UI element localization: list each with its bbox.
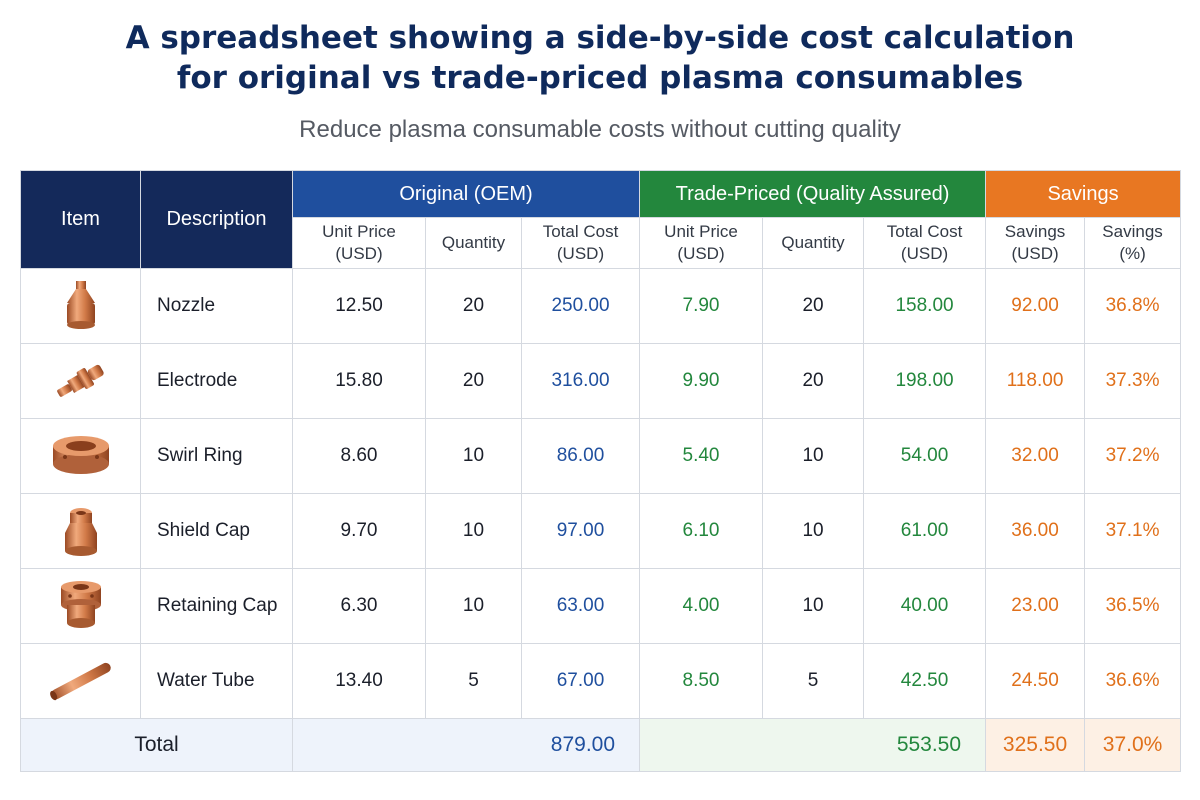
table-row: Water Tube 13.40 5 67.00 8.50 5 42.50 24… (20, 643, 1182, 719)
row-description: Swirl Ring (140, 418, 293, 494)
trade-quantity: 10 (762, 493, 865, 569)
trade-unit-price: 5.40 (639, 418, 764, 494)
trade-unit-price: 9.90 (639, 343, 764, 419)
oem-unit-price: 15.80 (292, 343, 426, 419)
savings-usd: 92.00 (985, 268, 1086, 344)
header-oem-unit-price: Unit Price (USD) (292, 217, 426, 269)
header-description: Description (140, 170, 293, 269)
oem-total-cost: 97.00 (520, 493, 641, 569)
title-line-2: for original vs trade-priced plasma cons… (176, 60, 1024, 96)
page-title: A spreadsheet showing a side-by-side cos… (0, 18, 1200, 98)
oem-total-cost: 86.00 (520, 418, 641, 494)
item-image (20, 568, 141, 644)
savings-pct: 36.6% (1084, 643, 1182, 719)
title-line-1: A spreadsheet showing a side-by-side cos… (125, 20, 1075, 56)
item-image (20, 418, 141, 494)
oem-unit-price: 6.30 (292, 568, 426, 644)
trade-unit-price: 8.50 (639, 643, 764, 719)
trade-quantity: 20 (762, 268, 865, 344)
table-row: Swirl Ring 8.60 10 86.00 5.40 10 54.00 3… (20, 418, 1182, 494)
row-description: Retaining Cap (140, 568, 293, 644)
item-image (20, 643, 141, 719)
trade-quantity: 20 (762, 343, 865, 419)
savings-pct: 36.8% (1084, 268, 1182, 344)
row-description: Shield Cap (140, 493, 293, 569)
trade-quantity: 10 (762, 418, 865, 494)
totals-oem-cost: 879.00 (291, 718, 641, 772)
totals-savings-usd: 325.50 (985, 718, 1086, 772)
header-oem-quantity: Quantity (425, 217, 522, 269)
item-image (20, 268, 141, 344)
swirl-ring-icon (52, 436, 109, 474)
cost-comparison-table: Item Description Original (OEM) Trade-Pr… (20, 170, 1182, 772)
totals-label: Total (20, 718, 293, 772)
item-image (20, 343, 141, 419)
oem-unit-price: 13.40 (292, 643, 426, 719)
trade-total-cost: 54.00 (863, 418, 987, 494)
header-trade-unit-price: Unit Price (USD) (639, 217, 764, 269)
trade-total-cost: 158.00 (863, 268, 987, 344)
trade-total-cost: 40.00 (863, 568, 987, 644)
table-row: Electrode 15.80 20 316.00 9.90 20 198.00… (20, 343, 1182, 419)
row-description: Nozzle (140, 268, 293, 344)
totals-trade-cost: 553.50 (639, 718, 987, 772)
trade-unit-price: 4.00 (639, 568, 764, 644)
table-row: Retaining Cap 6.30 10 63.00 4.00 10 40.0… (20, 568, 1182, 644)
header-item: Item (20, 170, 141, 269)
oem-quantity: 20 (425, 268, 522, 344)
savings-pct: 37.2% (1084, 418, 1182, 494)
savings-usd: 32.00 (985, 418, 1086, 494)
trade-unit-price: 6.10 (639, 493, 764, 569)
oem-quantity: 10 (425, 493, 522, 569)
header-trade-total-cost: Total Cost (USD) (863, 217, 987, 269)
oem-quantity: 20 (425, 343, 522, 419)
header-savings-pct: Savings (%) (1084, 217, 1182, 269)
trade-unit-price: 7.90 (639, 268, 764, 344)
savings-pct: 37.1% (1084, 493, 1182, 569)
trade-total-cost: 61.00 (863, 493, 987, 569)
oem-total-cost: 63.00 (520, 568, 641, 644)
electrode-icon (56, 364, 104, 397)
row-description: Electrode (140, 343, 293, 419)
header-group-trade: Trade-Priced (Quality Assured) (639, 170, 987, 218)
header-trade-quantity: Quantity (762, 217, 865, 269)
totals-row: Total 879.00 553.50 325.50 37.0% (20, 718, 1182, 772)
savings-usd: 24.50 (985, 643, 1086, 719)
header-group-oem: Original (OEM) (291, 170, 641, 218)
oem-total-cost: 316.00 (520, 343, 641, 419)
oem-quantity: 10 (425, 568, 522, 644)
savings-usd: 118.00 (985, 343, 1086, 419)
trade-quantity: 10 (762, 568, 865, 644)
oem-unit-price: 8.60 (292, 418, 426, 494)
totals-savings-pct: 37.0% (1084, 718, 1182, 772)
table-row: Nozzle 12.50 20 250.00 7.90 20 158.00 92… (20, 268, 1182, 344)
trade-total-cost: 198.00 (863, 343, 987, 419)
oem-unit-price: 9.70 (292, 493, 426, 569)
page-subtitle: Reduce plasma consumable costs without c… (299, 116, 901, 143)
trade-total-cost: 42.50 (863, 643, 987, 719)
savings-usd: 23.00 (985, 568, 1086, 644)
savings-usd: 36.00 (985, 493, 1086, 569)
oem-unit-price: 12.50 (292, 268, 426, 344)
nozzle-icon (66, 281, 95, 329)
header-savings-usd: Savings (USD) (985, 217, 1086, 269)
savings-pct: 36.5% (1084, 568, 1182, 644)
row-description: Water Tube (140, 643, 293, 719)
savings-pct: 37.3% (1084, 343, 1182, 419)
retaining-cap-icon (60, 581, 101, 628)
oem-quantity: 10 (425, 418, 522, 494)
water-tube-icon (49, 662, 111, 701)
header-oem-total-cost: Total Cost (USD) (520, 217, 641, 269)
oem-quantity: 5 (425, 643, 522, 719)
shield-cap-icon (64, 508, 97, 556)
oem-total-cost: 250.00 (520, 268, 641, 344)
item-image (20, 493, 141, 569)
oem-total-cost: 67.00 (520, 643, 641, 719)
trade-quantity: 5 (762, 643, 865, 719)
table-row: Shield Cap 9.70 10 97.00 6.10 10 61.00 3… (20, 493, 1182, 569)
header-group-savings: Savings (985, 170, 1182, 218)
